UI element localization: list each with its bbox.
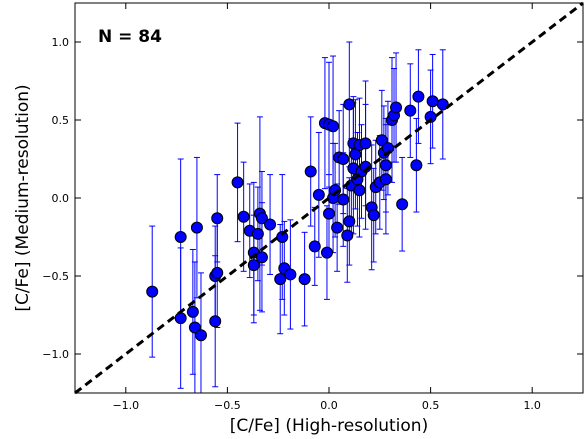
data-point [174, 231, 187, 243]
x-tick-label: 1.0 [523, 399, 541, 412]
data-point [343, 215, 356, 228]
data-point [255, 212, 268, 225]
data-point [146, 285, 159, 298]
axis-ticks: −1.0 −0.5 0.0 0.5 1.0 −1.0 −0.5 0.0 0.5 1.0 [42, 3, 583, 412]
data-point [410, 159, 423, 172]
data-point [211, 212, 224, 225]
data-point [343, 98, 356, 111]
x-tick-label: −1.0 [112, 399, 139, 412]
error-bars [149, 41, 446, 394]
data-point [274, 273, 287, 286]
data-point [211, 266, 224, 279]
data-point [412, 90, 425, 103]
data-point [375, 134, 388, 147]
x-tick-label: 0.0 [320, 399, 338, 412]
data-point [379, 173, 392, 186]
data-point [424, 110, 437, 123]
y-tick-label: 0.0 [52, 192, 70, 205]
x-tick-label: 0.5 [422, 399, 440, 412]
data-point [390, 101, 403, 114]
data-point [320, 246, 333, 259]
x-axis-label: [C/Fe] (High-resolution) [230, 416, 428, 436]
data-point [284, 268, 297, 281]
data-point [308, 240, 321, 253]
data-point [379, 159, 392, 172]
data-point [276, 231, 289, 243]
data-point [367, 209, 380, 222]
data-point [331, 221, 344, 234]
data-point [404, 104, 417, 117]
data-point [209, 315, 222, 328]
data-point [436, 98, 449, 111]
data-point [426, 95, 439, 108]
data-point [247, 259, 260, 272]
data-point [396, 198, 409, 211]
data-point [186, 305, 199, 318]
data-point [231, 176, 244, 189]
identity-line [74, 1, 584, 395]
data-point [341, 229, 354, 242]
data-point [337, 193, 350, 206]
data-point [312, 188, 325, 201]
y-tick-label: 0.5 [52, 114, 70, 127]
y-tick-label: 1.0 [52, 36, 70, 49]
y-tick-label: −1.0 [42, 348, 69, 361]
data-point [298, 273, 311, 286]
data-point [237, 210, 250, 223]
data-point [353, 184, 366, 197]
data-point [251, 227, 264, 240]
y-axis-label: [C/Fe] (Medium-resolution) [13, 84, 33, 311]
data-point [264, 218, 277, 231]
data-point [188, 321, 201, 334]
y-tick-label: −0.5 [42, 270, 69, 283]
data-point [327, 120, 340, 133]
data-point [323, 207, 335, 220]
data-point [304, 165, 317, 178]
data-point [190, 221, 203, 234]
data-point [255, 251, 268, 264]
x-tick-label: −0.5 [214, 399, 241, 412]
sample-size-annotation: N = 84 [98, 27, 162, 47]
data-point [337, 153, 350, 165]
data-point [194, 329, 207, 342]
data-point [174, 312, 187, 325]
data-points [146, 90, 449, 342]
data-point [359, 137, 372, 150]
